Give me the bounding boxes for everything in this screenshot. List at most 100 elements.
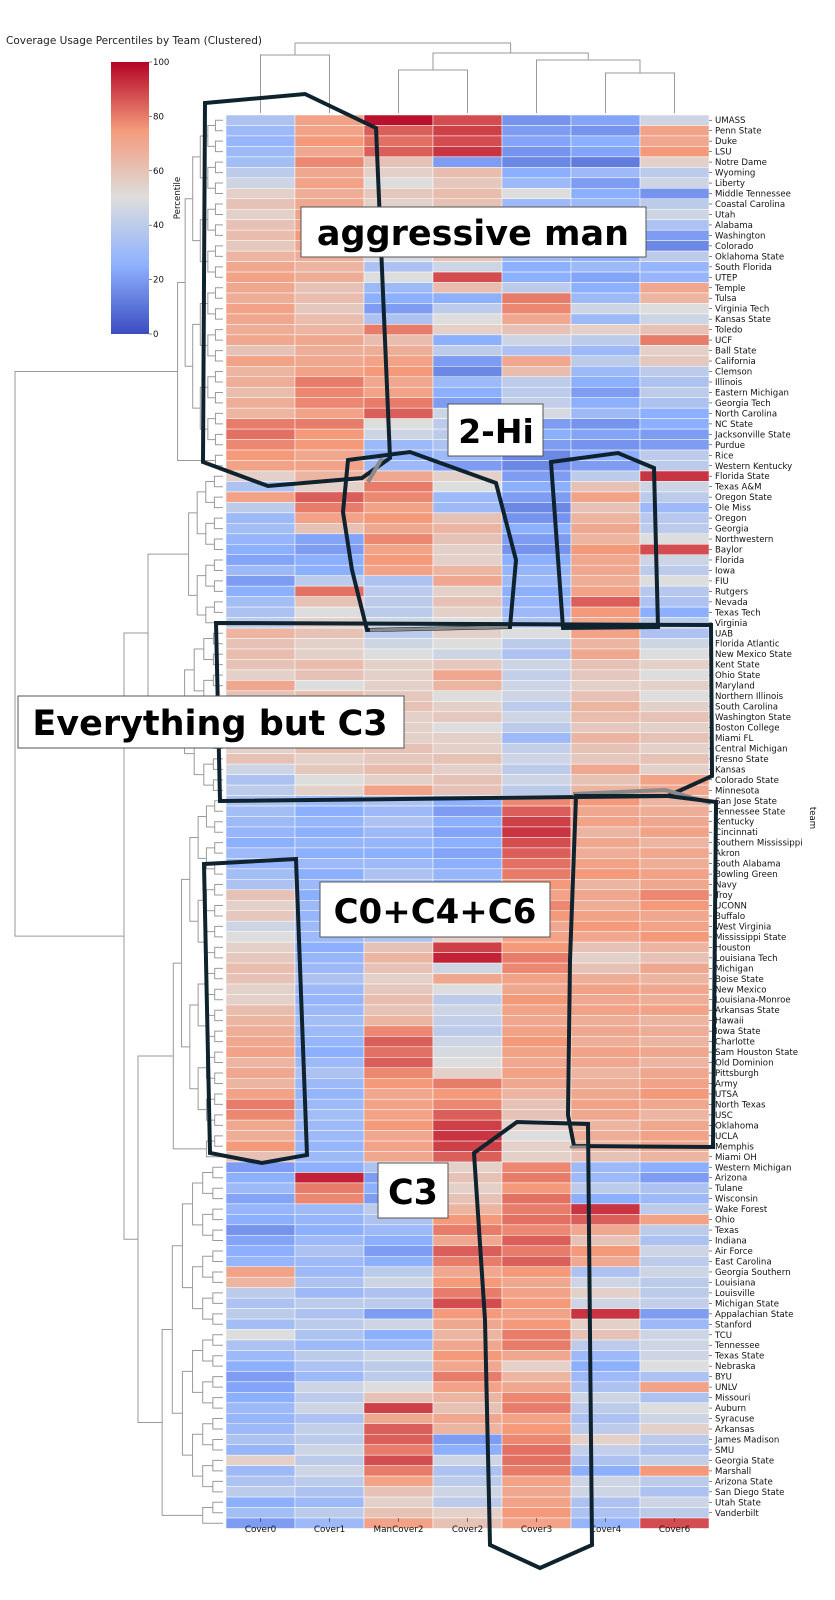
- row-label: Missouri: [715, 1394, 750, 1404]
- heatmap-cell: [501, 1413, 572, 1425]
- heatmap-cell: [639, 1371, 710, 1383]
- heatmap-cell: [363, 1350, 434, 1362]
- heatmap-cell: [639, 1203, 710, 1215]
- heatmap-cell: [501, 1172, 572, 1184]
- heatmap-cell: [639, 627, 710, 639]
- heatmap-cell: [639, 491, 710, 503]
- heatmap-cell: [570, 585, 641, 597]
- heatmap-cell: [294, 156, 365, 168]
- dendrogram-link: [432, 52, 589, 70]
- heatmap-cell: [501, 156, 572, 168]
- dendrogram-link: [212, 1418, 223, 1430]
- heatmap-cell: [639, 167, 710, 179]
- dendrogram-link: [214, 287, 223, 299]
- heatmap-cell: [225, 1172, 296, 1184]
- heatmap-cell: [225, 533, 296, 545]
- dendrogram-link: [207, 124, 216, 147]
- heatmap-cell: [294, 502, 365, 514]
- heatmap-cell: [294, 554, 365, 566]
- heatmap-cell: [639, 1151, 710, 1163]
- heatmap-cell: [432, 1454, 503, 1466]
- row-label: Middle Tennessee: [715, 190, 791, 200]
- heatmap-cell: [225, 219, 296, 231]
- heatmap-cell: [501, 1423, 572, 1435]
- heatmap-cell: [639, 659, 710, 671]
- heatmap-cell: [294, 491, 365, 503]
- heatmap-cell: [225, 418, 296, 430]
- heatmap-cell: [432, 816, 503, 828]
- heatmap-cell: [432, 313, 503, 325]
- row-label: Boise State: [715, 975, 764, 985]
- y-axis-label: team: [807, 807, 817, 829]
- heatmap-cell: [225, 1140, 296, 1152]
- heatmap-cell: [432, 1078, 503, 1089]
- row-label: Kansas State: [715, 315, 771, 325]
- heatmap-cell: [432, 1287, 503, 1299]
- heatmap-cell: [363, 816, 434, 828]
- heatmap-cell: [363, 1088, 434, 1100]
- heatmap-cell: [639, 177, 710, 189]
- heatmap-cell: [294, 428, 365, 440]
- row-dendrogram: [14, 119, 223, 1524]
- heatmap-cell: [639, 910, 710, 922]
- heatmap-cell: [432, 1276, 503, 1288]
- heatmap-cell: [639, 1465, 710, 1477]
- heatmap-cell: [639, 261, 710, 273]
- dendrogram-link: [207, 208, 216, 231]
- row-label: Oregon: [715, 514, 747, 524]
- heatmap-cell: [294, 1255, 365, 1267]
- heatmap-cell: [501, 125, 572, 137]
- heatmap-cell: [225, 575, 296, 587]
- heatmap-cell: [294, 837, 365, 849]
- heatmap-cell: [432, 585, 503, 597]
- colorbar-label: Percentile: [173, 177, 183, 219]
- heatmap-cell: [639, 1088, 710, 1100]
- heatmap-cell: [639, 271, 710, 283]
- heatmap-cell: [639, 680, 710, 692]
- row-label: USC: [715, 1111, 733, 1121]
- heatmap-cell: [639, 1507, 710, 1519]
- dendrogram-link: [213, 475, 223, 488]
- heatmap-cell: [639, 753, 710, 765]
- heatmap-cell: [363, 1276, 434, 1288]
- heatmap-cell: [225, 920, 296, 932]
- heatmap-cell: [639, 1266, 710, 1278]
- colorbar-ticks: 0 20 40 60 80 100: [149, 58, 169, 340]
- heatmap-cell: [570, 460, 641, 472]
- heatmap-cell: [570, 1381, 641, 1393]
- heatmap-cell: [432, 826, 503, 838]
- heatmap-cell: [294, 659, 365, 671]
- heatmap-cell: [639, 973, 710, 985]
- row-label: Illinois: [715, 378, 743, 388]
- heatmap-cell: [432, 188, 503, 200]
- heatmap-cell: [501, 847, 572, 859]
- heatmap-cell: [432, 1119, 503, 1131]
- heatmap-cell: [294, 1350, 365, 1362]
- heatmap-cell: [501, 481, 572, 493]
- heatmap-cell: [570, 1444, 641, 1456]
- dendrogram-link: [207, 334, 216, 357]
- dendrogram-link: [214, 433, 223, 446]
- heatmap-cell: [501, 627, 572, 639]
- heatmap-cell: [570, 282, 641, 294]
- heatmap-cell: [363, 1496, 434, 1508]
- dendrogram-link: [202, 1465, 213, 1488]
- row-label: Southern Mississippi: [715, 839, 803, 849]
- heatmap-cell: [363, 1109, 434, 1121]
- row-label: Navy: [715, 881, 737, 891]
- dendrogram-link: [202, 1339, 213, 1362]
- heatmap-cell: [294, 1266, 365, 1278]
- heatmap-cell: [432, 1339, 503, 1351]
- heatmap-cell: [432, 805, 503, 817]
- heatmap-cell: [363, 1036, 434, 1048]
- heatmap-cell: [294, 366, 365, 378]
- row-label: Army: [715, 1079, 738, 1089]
- row-label: Florida Atlantic: [715, 640, 780, 650]
- row-label: Appalachian State: [715, 1310, 793, 1320]
- heatmap-cell: [294, 303, 365, 315]
- heatmap-cell: [501, 1360, 572, 1372]
- heatmap-cell: [639, 1119, 710, 1131]
- heatmap-cell: [363, 114, 434, 126]
- heatmap-cell: [225, 1413, 296, 1425]
